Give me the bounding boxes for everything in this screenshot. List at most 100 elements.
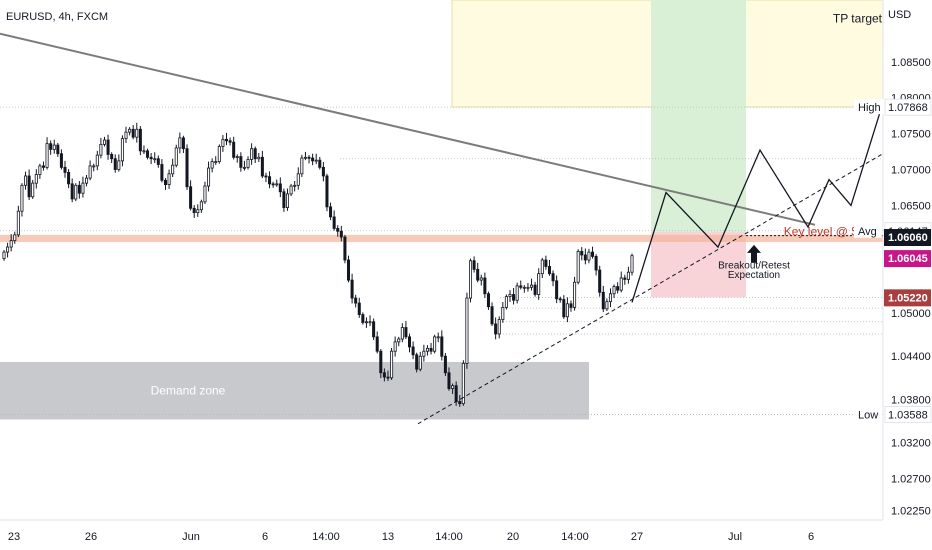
- candle[interactable]: [623, 274, 627, 285]
- candle[interactable]: [138, 126, 142, 156]
- candle[interactable]: [501, 302, 505, 323]
- candle[interactable]: [519, 280, 523, 290]
- candle[interactable]: [544, 255, 548, 270]
- candle[interactable]: [120, 135, 124, 167]
- candle[interactable]: [555, 275, 559, 304]
- candle[interactable]: [253, 146, 257, 164]
- candle[interactable]: [562, 295, 566, 319]
- candle[interactable]: [537, 268, 541, 300]
- candle[interactable]: [386, 370, 390, 382]
- candle[interactable]: [375, 331, 379, 354]
- candle[interactable]: [271, 181, 275, 188]
- candle[interactable]: [235, 154, 239, 163]
- candle[interactable]: [565, 297, 569, 323]
- candle[interactable]: [447, 367, 451, 391]
- candle[interactable]: [99, 137, 103, 159]
- candle[interactable]: [196, 204, 200, 217]
- candle[interactable]: [20, 183, 24, 217]
- candle[interactable]: [469, 258, 473, 303]
- candle[interactable]: [508, 290, 512, 303]
- candle[interactable]: [415, 352, 419, 373]
- candle[interactable]: [440, 330, 444, 361]
- candle[interactable]: [52, 139, 56, 154]
- candle[interactable]: [630, 253, 634, 276]
- candle[interactable]: [626, 266, 630, 284]
- candle[interactable]: [436, 332, 440, 343]
- candle[interactable]: [580, 247, 584, 261]
- candle[interactable]: [598, 265, 602, 297]
- candle[interactable]: [479, 274, 483, 286]
- candle[interactable]: [189, 180, 193, 211]
- candle[interactable]: [95, 150, 99, 171]
- candle[interactable]: [146, 148, 150, 160]
- candle[interactable]: [185, 144, 189, 190]
- candle[interactable]: [497, 316, 501, 339]
- candle[interactable]: [329, 202, 333, 221]
- candle[interactable]: [24, 171, 28, 190]
- candle[interactable]: [102, 136, 106, 147]
- symbol-title[interactable]: EURUSD, 4h, FXCM: [6, 11, 108, 23]
- candle[interactable]: [494, 317, 498, 340]
- candle[interactable]: [31, 179, 35, 199]
- candle[interactable]: [472, 256, 476, 273]
- candle[interactable]: [433, 334, 437, 354]
- candle[interactable]: [199, 199, 203, 213]
- candle[interactable]: [325, 173, 329, 212]
- candle[interactable]: [587, 248, 591, 264]
- candle[interactable]: [526, 282, 530, 292]
- candle[interactable]: [361, 312, 365, 325]
- ascending-support-line[interactable]: [417, 153, 884, 425]
- candle[interactable]: [77, 180, 81, 199]
- candle[interactable]: [339, 225, 343, 242]
- candle[interactable]: [583, 248, 587, 265]
- candle[interactable]: [163, 178, 167, 190]
- candle[interactable]: [192, 205, 196, 218]
- candle[interactable]: [372, 318, 376, 341]
- candle[interactable]: [81, 176, 85, 198]
- candle[interactable]: [343, 234, 347, 264]
- candle[interactable]: [573, 276, 577, 311]
- candle[interactable]: [522, 285, 526, 293]
- candle[interactable]: [257, 152, 261, 162]
- candle[interactable]: [486, 291, 490, 310]
- candle[interactable]: [476, 262, 480, 283]
- candle[interactable]: [268, 171, 272, 189]
- candle[interactable]: [465, 292, 469, 369]
- candle[interactable]: [9, 234, 13, 252]
- candle[interactable]: [239, 152, 243, 172]
- candle[interactable]: [278, 177, 282, 198]
- candle[interactable]: [153, 152, 157, 164]
- candle[interactable]: [400, 323, 404, 343]
- candle[interactable]: [368, 315, 372, 327]
- candle[interactable]: [59, 149, 63, 170]
- candle[interactable]: [217, 144, 221, 164]
- candle[interactable]: [307, 155, 311, 164]
- candle[interactable]: [490, 302, 494, 327]
- candle[interactable]: [34, 169, 38, 189]
- candle[interactable]: [149, 152, 153, 165]
- candle[interactable]: [178, 132, 182, 154]
- candle[interactable]: [530, 278, 534, 291]
- candle[interactable]: [27, 169, 31, 201]
- candle[interactable]: [128, 127, 132, 136]
- candle[interactable]: [451, 383, 455, 394]
- candle[interactable]: [264, 172, 268, 183]
- candle[interactable]: [156, 155, 160, 168]
- candle[interactable]: [142, 145, 146, 155]
- candle[interactable]: [303, 151, 307, 161]
- candle[interactable]: [67, 169, 71, 189]
- candle[interactable]: [483, 272, 487, 299]
- candle[interactable]: [407, 333, 412, 353]
- candle[interactable]: [512, 288, 516, 305]
- candle[interactable]: [6, 242, 10, 258]
- candle[interactable]: [289, 183, 293, 197]
- candle[interactable]: [246, 156, 250, 170]
- candle[interactable]: [74, 183, 78, 202]
- candle[interactable]: [558, 296, 562, 303]
- candle[interactable]: [228, 137, 232, 146]
- candle[interactable]: [167, 169, 171, 189]
- candle[interactable]: [110, 152, 114, 164]
- price-axis[interactable]: USD 1.085001.080001.075001.070001.065001…: [854, 0, 932, 520]
- candle[interactable]: [260, 150, 264, 179]
